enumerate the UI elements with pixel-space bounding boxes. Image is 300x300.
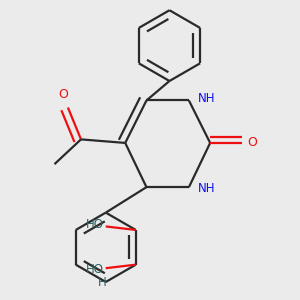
Text: O: O [247, 136, 257, 149]
Text: H: H [98, 276, 106, 289]
Text: HO: HO [86, 218, 104, 231]
Text: O: O [59, 88, 69, 101]
Text: NH: NH [198, 182, 215, 195]
Text: HO: HO [86, 263, 104, 277]
Text: NH: NH [198, 92, 215, 105]
